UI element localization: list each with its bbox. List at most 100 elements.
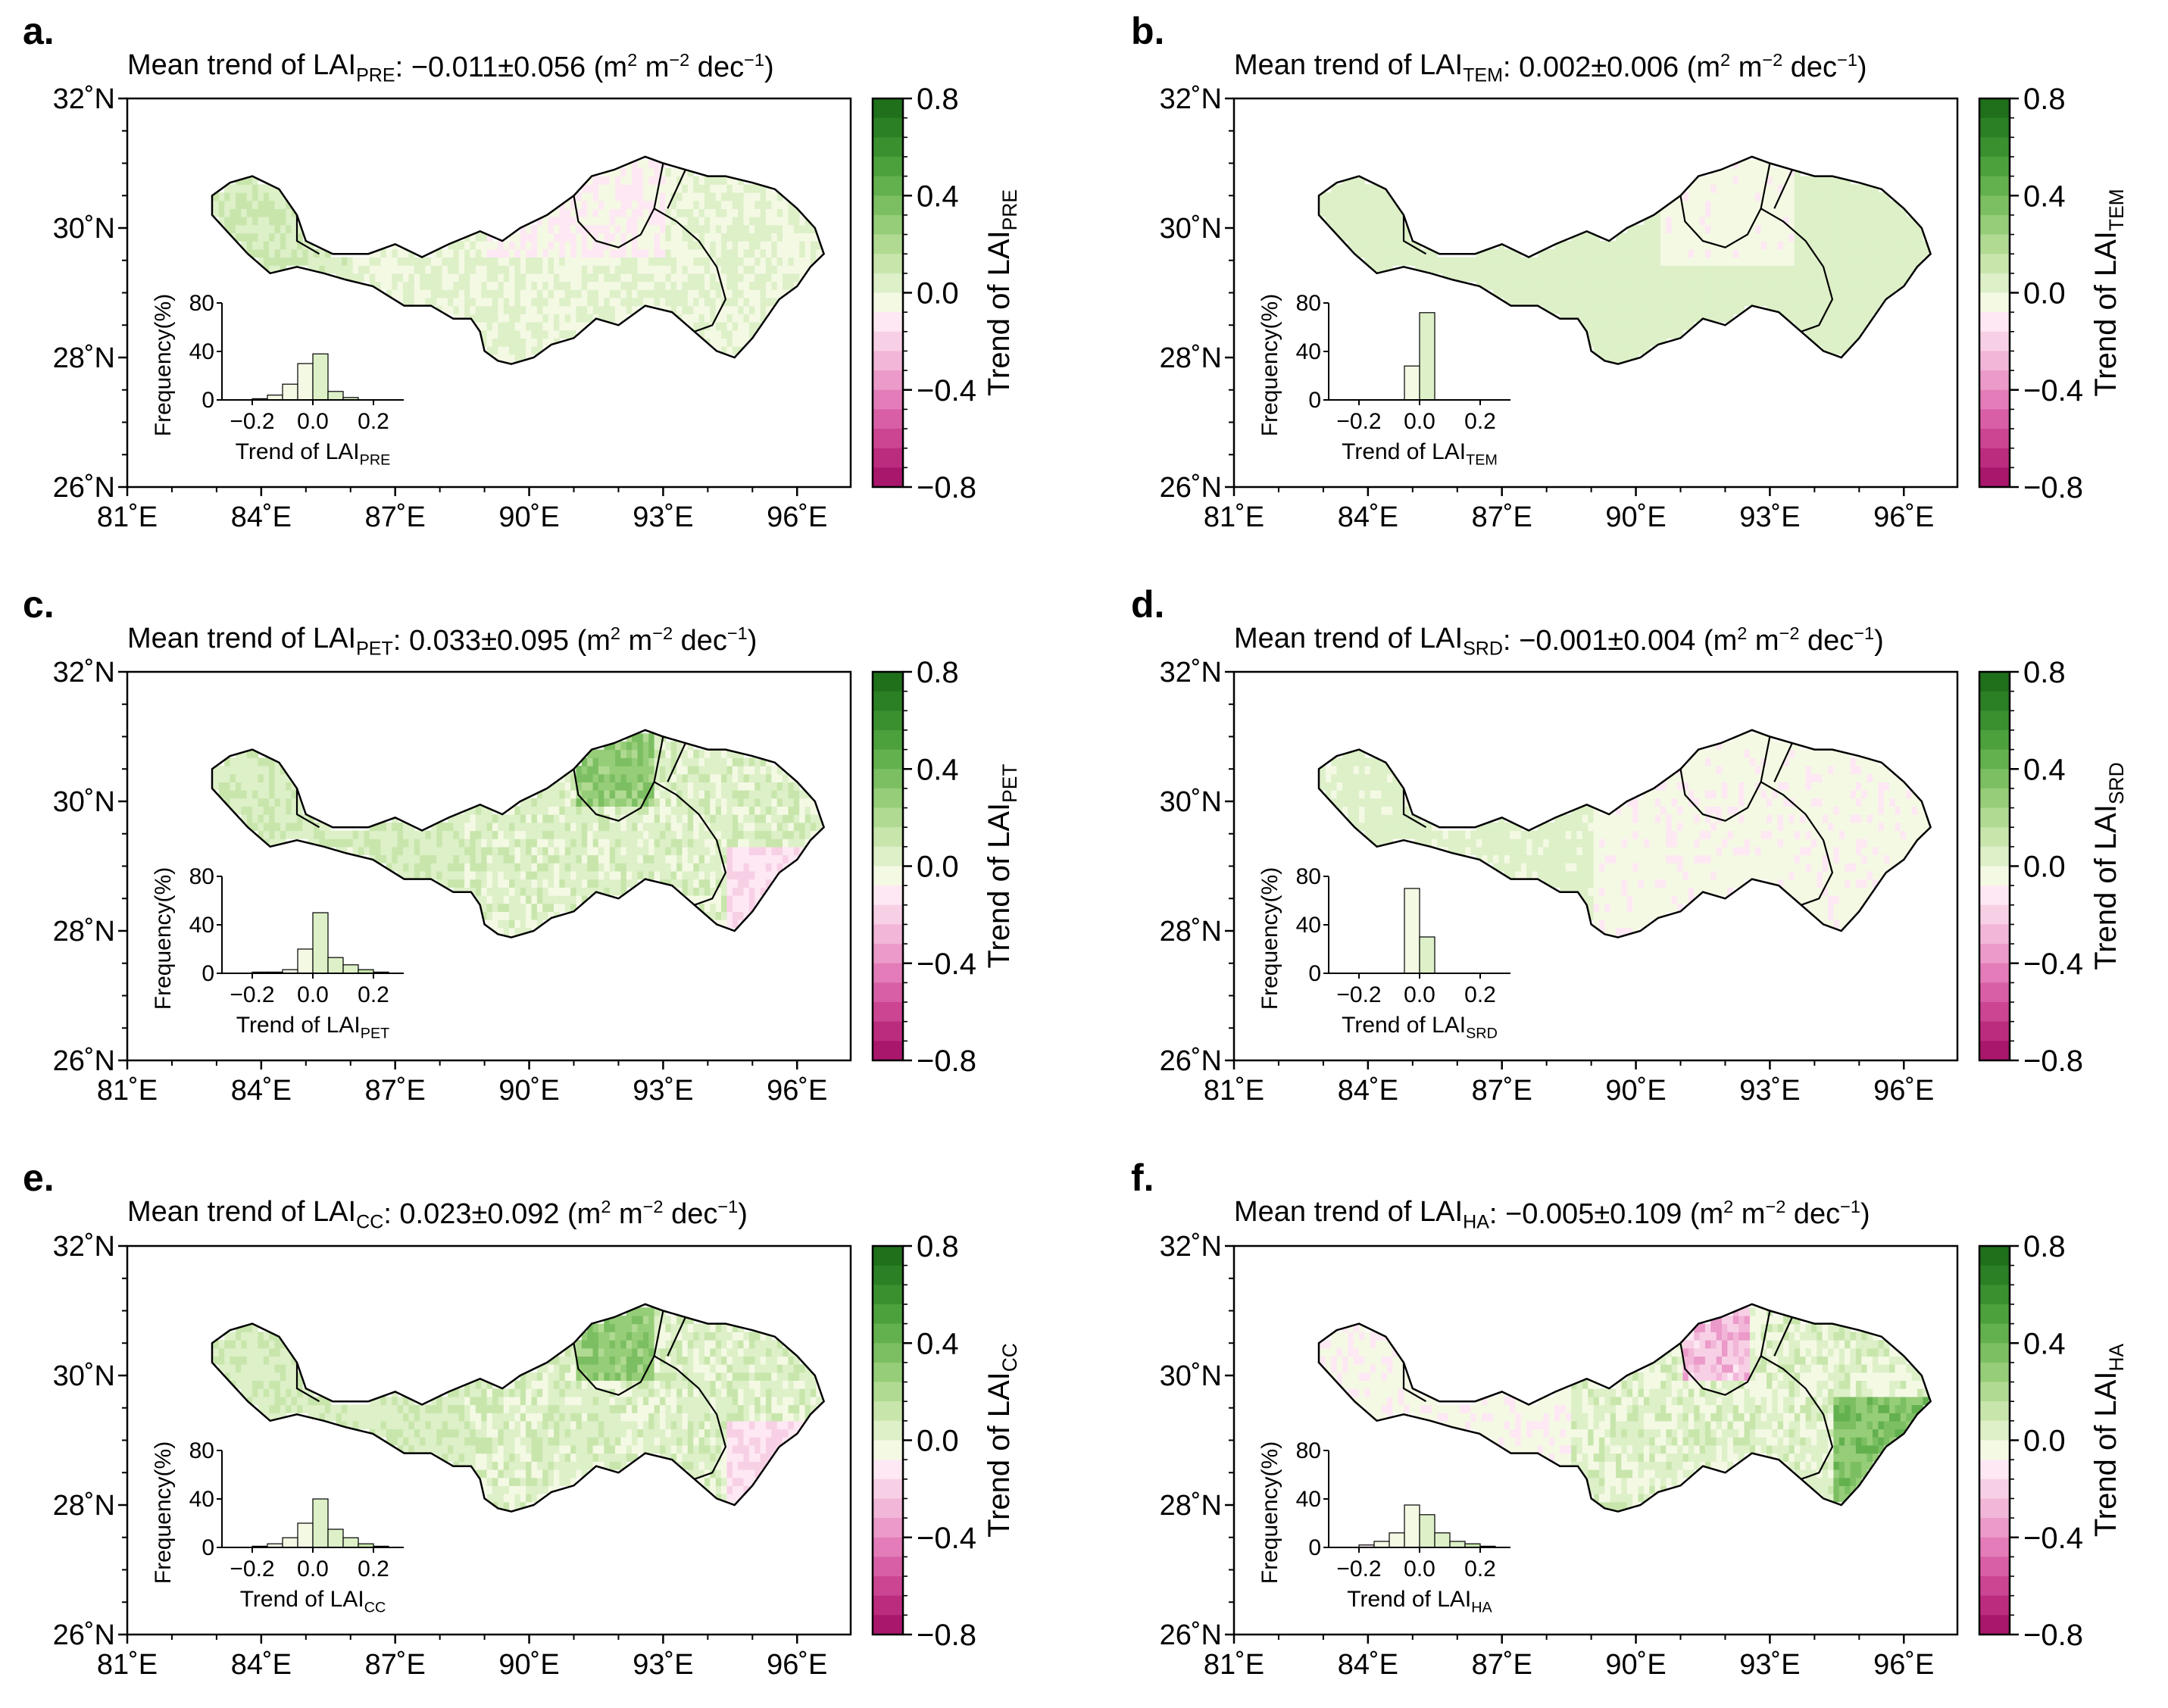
raster-cell (542, 806, 549, 815)
raster-cell (1543, 289, 1550, 298)
colorbar-tick-label-part: 0.8 (917, 656, 959, 689)
raster-cell (660, 241, 666, 250)
raster-cell (1855, 879, 1862, 888)
raster-cell (576, 887, 583, 896)
raster-cell (1677, 257, 1684, 266)
raster-cell (581, 757, 588, 767)
raster-cell (297, 233, 303, 242)
raster-cell (1805, 297, 1812, 307)
raster-cell (486, 297, 493, 307)
raster-cell (1838, 176, 1845, 185)
raster-cell (748, 257, 755, 266)
raster-cell (392, 273, 398, 283)
raster-cell (1710, 233, 1717, 242)
raster-cell (442, 830, 448, 839)
raster-cell (1788, 297, 1795, 307)
raster-cell (710, 870, 717, 880)
raster-cell (1610, 281, 1617, 290)
raster-cell (766, 192, 772, 201)
raster-cell (475, 863, 482, 872)
raster-cell (788, 822, 795, 832)
raster-cell (1722, 241, 1728, 250)
raster-cell (554, 329, 560, 339)
raster-cell (274, 257, 281, 266)
lon-tick-label: 87˚E (365, 501, 426, 533)
raster-cell (1654, 305, 1661, 314)
raster-cell (1800, 248, 1807, 258)
raster-cell (241, 806, 248, 815)
raster-cell (766, 782, 772, 791)
raster-cell (1805, 265, 1812, 274)
raster-cell (503, 887, 510, 896)
raster-cell (1727, 879, 1734, 888)
raster-cell (1498, 281, 1505, 290)
raster-cell (1616, 322, 1622, 331)
raster-cell (615, 870, 621, 880)
raster-cell (1767, 281, 1773, 290)
raster-cell (748, 887, 755, 896)
colorbar-segment (1979, 273, 2010, 293)
raster-cell (430, 822, 437, 832)
raster-cell (726, 790, 733, 799)
raster-cell (470, 838, 476, 848)
raster-cell (1604, 895, 1611, 904)
raster-cell (687, 863, 694, 872)
raster-cell (470, 297, 476, 307)
raster-cell (1749, 265, 1756, 274)
raster-cell (1716, 863, 1723, 872)
raster-cell (1588, 281, 1595, 290)
raster-cell (1744, 184, 1751, 193)
raster-cell (1543, 854, 1550, 863)
raster-cell (1845, 233, 1851, 242)
raster-cell (1716, 314, 1723, 323)
raster-cell (1883, 200, 1890, 209)
raster-cell (587, 281, 594, 290)
raster-cell (448, 241, 454, 250)
raster-cell (615, 217, 621, 226)
raster-cell (1543, 846, 1550, 856)
raster-cell (520, 314, 526, 323)
raster-cell (1850, 314, 1857, 323)
raster-cell (676, 814, 683, 823)
raster-cell (1593, 911, 1600, 920)
raster-cell (1833, 192, 1840, 201)
raster-cell (241, 798, 248, 807)
raster-cell (687, 184, 694, 193)
raster-cell (492, 305, 498, 314)
raster-cell (1710, 879, 1717, 888)
raster-cell (263, 184, 270, 193)
colorbar-segment (873, 807, 903, 828)
raster-cell (536, 830, 543, 839)
raster-cell (436, 854, 443, 863)
inset-x-label-part: TEM (1466, 452, 1498, 469)
raster-cell (375, 822, 382, 832)
raster-cell (570, 224, 577, 233)
raster-cell (738, 192, 745, 201)
raster-cell (670, 838, 677, 848)
raster-cell (1588, 265, 1595, 274)
raster-cell (1861, 192, 1868, 201)
raster-cell (1392, 217, 1399, 226)
raster-cell (1565, 870, 1572, 880)
raster-cell (620, 766, 627, 775)
raster-cell (1638, 305, 1645, 314)
raster-cell (1738, 289, 1745, 298)
raster-cell (241, 217, 248, 226)
raster-cell (246, 757, 253, 767)
raster-cell (492, 248, 498, 258)
raster-cell (1867, 297, 1873, 307)
raster-cell (715, 903, 722, 912)
raster-cell (1638, 241, 1645, 250)
raster-cell (520, 329, 526, 339)
raster-cell (503, 257, 510, 266)
raster-cell (1638, 233, 1645, 242)
raster-cell (788, 281, 795, 290)
raster-cell (1800, 322, 1807, 331)
raster-cell (721, 798, 727, 807)
raster-cell (1817, 224, 1823, 233)
raster-cell (236, 782, 242, 791)
raster-cell (1381, 208, 1388, 217)
raster-cell (436, 257, 443, 266)
raster-cell (269, 233, 276, 242)
raster-cell (531, 838, 538, 848)
